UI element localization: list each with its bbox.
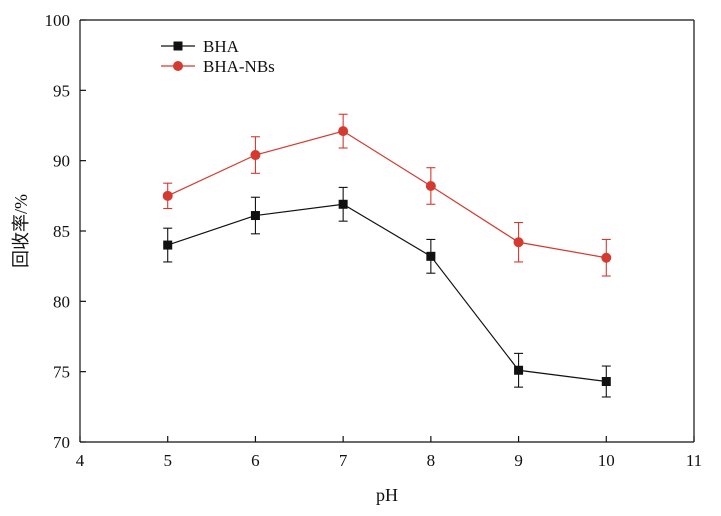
y-axis-ticks: 70 75 80 85 90 95 100 (45, 11, 86, 452)
x-tick-label: 5 (163, 451, 172, 470)
x-tick-label: 11 (686, 451, 702, 470)
x-tick-label: 8 (427, 451, 436, 470)
x-tick-label: 6 (251, 451, 260, 470)
data-point-bha-nbs (338, 126, 349, 137)
data-point-bha (601, 377, 611, 387)
x-axis-title: pH (376, 485, 398, 505)
legend-label-bha-nbs: BHA-NBs (203, 57, 275, 76)
series-layer (162, 113, 612, 398)
legend-label-bha: BHA (203, 37, 240, 56)
x-tick-label: 4 (76, 451, 85, 470)
legend-item-bha: BHA (161, 37, 240, 56)
data-point-bha-nbs (513, 237, 524, 248)
series-line-bha-nbs (167, 130, 607, 259)
legend: BHA BHA-NBs (161, 37, 275, 76)
data-point-bha-nbs (425, 180, 436, 191)
data-point-bha (250, 211, 260, 221)
data-point-bha-nbs (601, 252, 612, 263)
x-tick-label: 10 (598, 451, 615, 470)
data-point-bha (338, 199, 348, 209)
data-point-bha (163, 240, 173, 250)
y-axis-title: 回收率/% (11, 194, 31, 268)
series-bha-nbs (162, 113, 612, 277)
x-tick-label: 9 (514, 451, 523, 470)
y-tick-label: 70 (53, 433, 70, 452)
legend-marker-bha-nbs (173, 61, 183, 71)
x-axis-ticks: 4 5 6 7 8 9 10 11 (76, 436, 702, 470)
legend-item-bha-nbs: BHA-NBs (161, 57, 275, 76)
y-tick-label: 75 (53, 363, 70, 382)
y-tick-label: 95 (53, 81, 70, 100)
series-line-bha (167, 203, 607, 383)
data-point-bha-nbs (162, 190, 173, 201)
data-point-bha (514, 365, 524, 375)
y-tick-label: 85 (53, 222, 70, 241)
data-point-bha (426, 251, 436, 261)
x-tick-label: 7 (339, 451, 348, 470)
data-point-bha-nbs (250, 150, 261, 161)
y-tick-label: 90 (53, 152, 70, 171)
y-tick-label: 100 (45, 11, 71, 30)
legend-marker-bha (173, 41, 183, 51)
y-tick-label: 80 (53, 292, 70, 311)
series-bha (163, 186, 611, 398)
